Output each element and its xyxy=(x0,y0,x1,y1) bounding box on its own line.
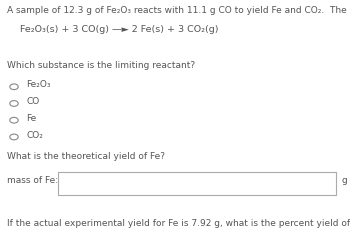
Bar xyxy=(58,172,336,195)
Text: CO₂: CO₂ xyxy=(26,130,43,140)
Text: Which substance is the limiting reactant?: Which substance is the limiting reactant… xyxy=(7,61,195,70)
Text: g: g xyxy=(341,176,347,185)
Text: If the actual experimental yield for Fe is 7.92 g, what is the percent yield of : If the actual experimental yield for Fe … xyxy=(7,219,350,228)
Text: Fe: Fe xyxy=(26,114,36,123)
Text: CO: CO xyxy=(26,97,40,106)
Text: Fe₂O₃: Fe₂O₃ xyxy=(26,80,51,89)
Text: What is the theoretical yield of Fe?: What is the theoretical yield of Fe? xyxy=(7,152,165,161)
Text: A sample of 12.3 g of Fe₂O₃ reacts with 11.1 g CO to yield Fe and CO₂.  The bala: A sample of 12.3 g of Fe₂O₃ reacts with … xyxy=(7,6,350,15)
Text: mass of Fe:: mass of Fe: xyxy=(7,176,58,185)
Text: Fe₂O₃(s) + 3 CO(g) —► 2 Fe(s) + 3 CO₂(g): Fe₂O₃(s) + 3 CO(g) —► 2 Fe(s) + 3 CO₂(g) xyxy=(14,25,218,34)
